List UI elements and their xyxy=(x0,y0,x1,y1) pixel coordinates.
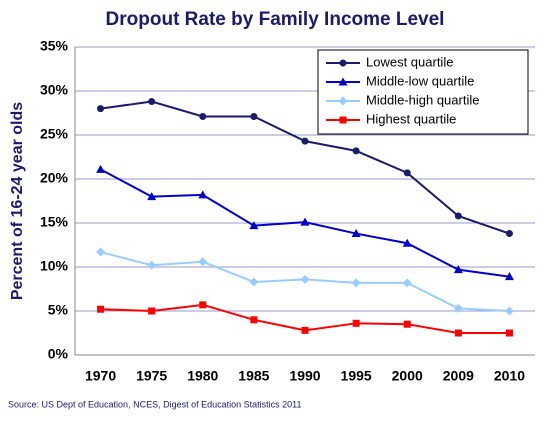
marker xyxy=(301,326,309,334)
marker xyxy=(199,113,207,121)
x-tick-label: 2009 xyxy=(443,368,474,384)
source-note: Source: US Dept of Education, NCES, Dige… xyxy=(8,399,301,409)
marker xyxy=(148,98,156,106)
marker xyxy=(505,329,513,337)
marker xyxy=(352,147,360,155)
marker xyxy=(402,278,412,288)
marker xyxy=(454,212,462,220)
x-tick-label: 1995 xyxy=(341,368,372,384)
y-tick-label: 20% xyxy=(40,170,69,186)
x-tick-label: 2000 xyxy=(392,368,423,384)
chart-title: Dropout Rate by Family Income Level xyxy=(106,9,445,30)
marker xyxy=(97,305,105,313)
marker xyxy=(351,229,361,238)
marker xyxy=(402,238,412,247)
marker xyxy=(453,303,463,313)
y-tick-label: 15% xyxy=(40,214,69,230)
legend-label: Lowest quartile xyxy=(366,54,453,69)
marker xyxy=(351,278,361,288)
marker xyxy=(249,221,259,230)
marker xyxy=(453,265,463,274)
marker xyxy=(338,96,348,106)
marker xyxy=(338,77,348,86)
marker xyxy=(403,320,411,328)
y-tick-label: 35% xyxy=(40,38,69,54)
y-axis-label: Percent of 16-24 year olds xyxy=(9,102,26,300)
legend-label: Middle-high quartile xyxy=(366,92,479,107)
legend-label: Middle-low quartile xyxy=(366,73,474,88)
marker xyxy=(250,113,258,121)
marker xyxy=(352,319,360,327)
y-tick-label: 10% xyxy=(40,258,69,274)
marker xyxy=(148,307,156,315)
marker xyxy=(96,164,106,173)
marker xyxy=(339,59,347,67)
y-tick-label: 0% xyxy=(48,346,69,362)
marker xyxy=(97,105,105,113)
x-tick-label: 1970 xyxy=(85,368,116,384)
marker xyxy=(301,137,309,145)
x-tick-label: 1990 xyxy=(289,368,320,384)
marker xyxy=(504,272,514,281)
marker xyxy=(198,190,208,199)
marker xyxy=(250,316,258,324)
marker xyxy=(147,192,157,201)
x-tick-label: 2010 xyxy=(494,368,525,384)
marker xyxy=(300,274,310,284)
marker xyxy=(199,301,207,309)
marker xyxy=(339,116,347,124)
marker xyxy=(198,257,208,267)
marker xyxy=(147,260,157,270)
marker xyxy=(504,306,514,316)
y-tick-label: 5% xyxy=(48,302,69,318)
y-tick-label: 30% xyxy=(40,82,69,98)
marker xyxy=(249,277,259,287)
x-tick-label: 1980 xyxy=(187,368,218,384)
x-tick-label: 1985 xyxy=(238,368,269,384)
x-tick-label: 1975 xyxy=(136,368,167,384)
marker xyxy=(505,230,513,238)
marker xyxy=(403,169,411,177)
marker xyxy=(454,329,462,337)
marker xyxy=(96,247,106,257)
legend-label: Highest quartile xyxy=(366,111,456,126)
y-tick-label: 25% xyxy=(40,126,69,142)
marker xyxy=(300,217,310,226)
